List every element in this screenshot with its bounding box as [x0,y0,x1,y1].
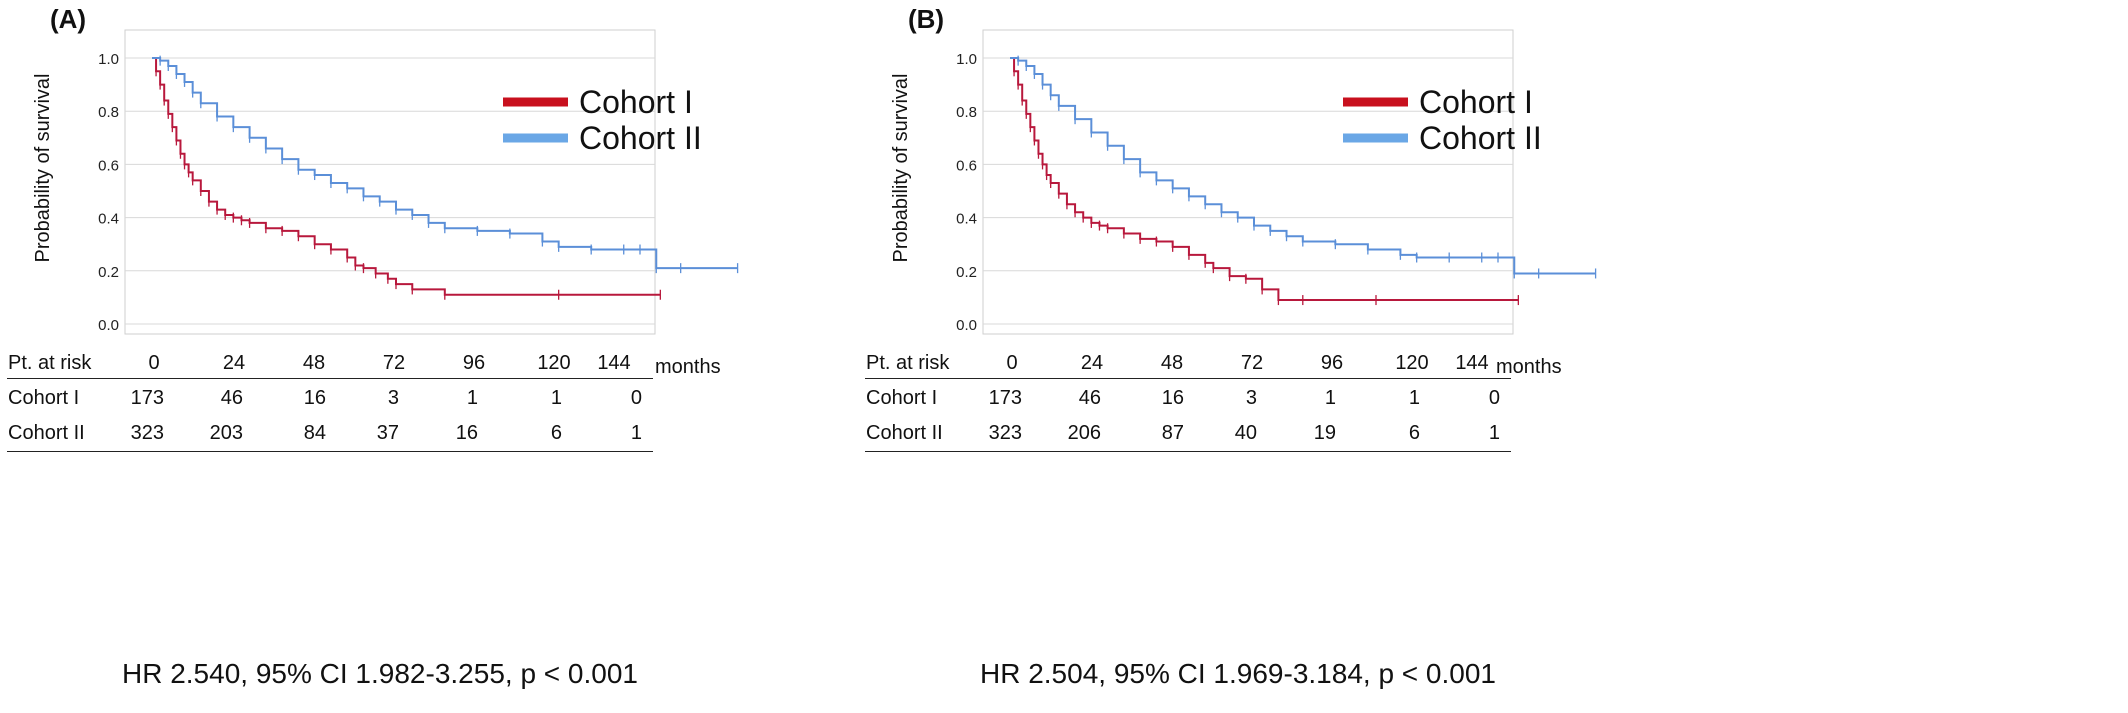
risk-count: 46 [220,387,243,409]
risk-count: 1 [1488,422,1500,444]
risk-row-label: Cohort I [8,387,80,409]
risk-time: 144 [1455,352,1489,374]
time-unit-label: months [1496,356,1562,378]
hazard-ratio-text: HR 2.504, 95% CI 1.969-3.184, p < 0.001 [979,658,1497,689]
legend-label: Cohort II [579,120,702,156]
y-axis-label: Probability of survival [32,74,54,263]
risk-count: 87 [1161,422,1184,444]
legend-label: Cohort II [1419,120,1542,156]
risk-header-row: Pt. at risk 0 24 48 72 96 120 144 months [0,348,760,383]
legend-label: Cohort I [1419,84,1533,120]
risk-count: 1 [466,387,478,409]
risk-time: 120 [537,352,571,374]
risk-count: 3 [1245,387,1257,409]
risk-row-cohort-1: Cohort I 173 46 16 3 1 1 0 [0,383,760,418]
risk-count: 203 [209,422,243,444]
risk-time: 0 [148,352,160,374]
risk-count: 16 [1161,387,1184,409]
y-tick-label: 0.8 [956,104,977,121]
risk-row-label: Cohort II [8,422,85,444]
survival-chart: 1.0 0.8 0.6 0.4 0.2 0.0 Probability of surviva… [32,29,739,335]
plot-frame [124,29,656,335]
risk-time: 96 [1320,352,1344,374]
risk-time: 72 [382,352,406,374]
risk-count: 3 [387,387,399,409]
y-tick-label: 0.0 [956,317,977,334]
survival-chart: 1.0 0.8 0.6 0.4 0.2 0.0 Probability of surviva… [890,29,1597,335]
risk-count: 0 [630,387,642,409]
risk-count: 84 [303,422,326,444]
risk-count: 173 [130,387,164,409]
risk-count: 16 [303,387,326,409]
km-panel-a: (A) 1.0 0.8 0.6 0.4 0.2 0.0 Probability of sur… [0,4,760,689]
plot-frame [982,29,1514,335]
risk-count: 6 [550,422,562,444]
hazard-ratio-text: HR 2.540, 95% CI 1.982-3.255, p < 0.001 [121,658,639,689]
risk-count: 1 [630,422,642,444]
risk-row-cohort-2: Cohort II 323 206 87 40 19 6 1 [858,418,1618,453]
risk-count: 37 [376,422,399,444]
risk-time: 24 [222,352,246,374]
y-tick-label: 0.6 [98,157,119,174]
risk-count: 323 [988,422,1022,444]
risk-count: 323 [130,422,164,444]
risk-time: 72 [1240,352,1264,374]
risk-table-rule [865,451,1511,452]
risk-count: 19 [1313,422,1336,444]
risk-time: 48 [302,352,326,374]
risk-row-cohort-2: Cohort II 323 203 84 37 16 6 1 [0,418,760,453]
km-panel-b: (B) 1.0 0.8 0.6 0.4 0.2 0.0 Probability of sur… [858,0,1922,713]
risk-header-label: Pt. at risk [8,352,92,374]
risk-row-label: Cohort I [866,387,938,409]
risk-table: Pt. at risk 0 24 48 72 96 120 144 months… [0,348,760,453]
risk-table: Pt. at risk 0 24 48 72 96 120 144 months… [858,348,1618,453]
risk-time: 120 [1395,352,1429,374]
y-tick-label: 0.4 [98,211,119,228]
y-tick-label: 0.0 [98,317,119,334]
y-tick-label: 0.2 [956,264,977,281]
panel-label: (B) [908,4,945,34]
y-tick-label: 0.2 [98,264,119,281]
risk-count: 16 [455,422,478,444]
y-axis-label: Probability of survival [890,74,912,263]
risk-time: 24 [1080,352,1104,374]
risk-header-label: Pt. at risk [866,352,950,374]
risk-time: 0 [1006,352,1018,374]
y-tick-label: 0.8 [98,104,119,121]
risk-header-row: Pt. at risk 0 24 48 72 96 120 144 months [858,348,1618,383]
risk-count: 1 [550,387,562,409]
y-tick-label: 1.0 [98,51,119,68]
risk-table-rule [865,378,1511,379]
risk-table-rule [7,451,653,452]
risk-count: 40 [1234,422,1257,444]
y-tick-label: 1.0 [956,51,977,68]
risk-row-label: Cohort II [866,422,943,444]
panel-label: (A) [50,4,87,34]
y-tick-label: 0.4 [956,211,977,228]
risk-time: 144 [597,352,631,374]
risk-count: 6 [1408,422,1420,444]
risk-count: 1 [1324,387,1336,409]
legend-label: Cohort I [579,84,693,120]
risk-count: 46 [1078,387,1101,409]
risk-time: 96 [462,352,486,374]
risk-table-rule [7,378,653,379]
time-unit-label: months [655,356,721,378]
risk-count: 0 [1488,387,1500,409]
risk-time: 48 [1160,352,1184,374]
risk-count: 173 [988,387,1022,409]
risk-count: 1 [1408,387,1420,409]
y-tick-label: 0.6 [956,157,977,174]
risk-row-cohort-1: Cohort I 173 46 16 3 1 1 0 [858,383,1618,418]
risk-count: 206 [1067,422,1101,444]
